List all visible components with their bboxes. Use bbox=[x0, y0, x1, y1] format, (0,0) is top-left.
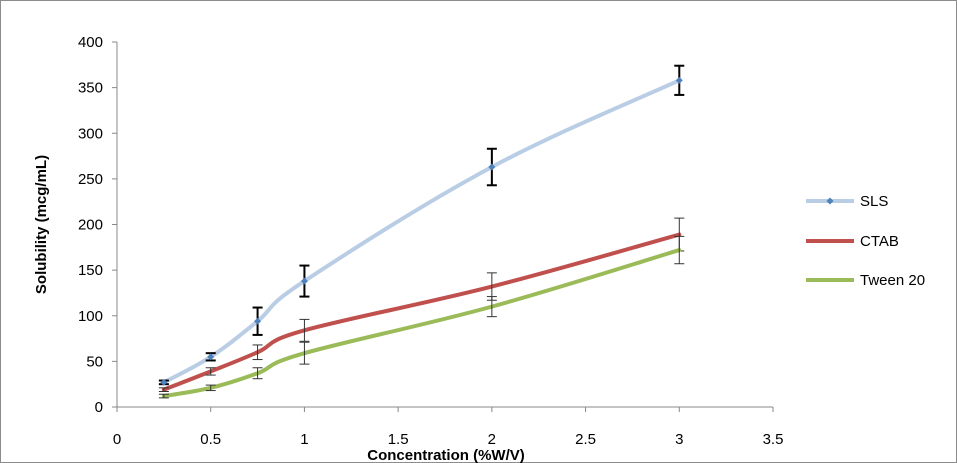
x-axis-ticks: 0 0.5 1 1.5 2 2.5 3 3.5 bbox=[113, 407, 784, 448]
data-point-sls bbox=[300, 277, 308, 285]
y-tick-label: 0 bbox=[95, 399, 103, 416]
y-tick-label: 300 bbox=[78, 125, 103, 142]
legend-item-tween-20: Tween 20 bbox=[806, 272, 925, 289]
y-tick-label: 400 bbox=[78, 34, 103, 51]
data-point-sls bbox=[254, 317, 262, 325]
legend-marker-sls bbox=[826, 197, 834, 205]
x-tick-label: 1.5 bbox=[388, 431, 409, 448]
x-axis-title: Concentration (%W/V) bbox=[367, 447, 525, 463]
error-bar-tween-20 bbox=[158, 393, 169, 399]
x-tick-label: 2 bbox=[488, 431, 496, 448]
legend-label-sls: SLS bbox=[860, 193, 888, 210]
error-bar-tween-20 bbox=[674, 235, 685, 265]
x-tick-label: 3.5 bbox=[763, 431, 784, 448]
y-tick-label: 50 bbox=[86, 353, 103, 370]
y-axis-ticks: 0 50 100 150 200 250 300 350 400 bbox=[78, 34, 117, 416]
x-tick-label: 0 bbox=[113, 431, 121, 448]
x-tick-label: 2.5 bbox=[575, 431, 596, 448]
error-bar-ctab bbox=[252, 344, 263, 361]
y-axis-title: Solubility (mcg/mL) bbox=[33, 155, 50, 294]
data-point-sls bbox=[160, 378, 168, 386]
error-bar-tween-20 bbox=[299, 341, 310, 365]
x-tick-label: 1 bbox=[300, 431, 308, 448]
error-bar-ctab bbox=[299, 318, 310, 342]
series-line-sls bbox=[161, 78, 682, 385]
y-tick-label: 200 bbox=[78, 217, 103, 234]
data-point-sls bbox=[488, 163, 496, 171]
legend-item-ctab: CTAB bbox=[806, 233, 899, 250]
error-bar-tween-20 bbox=[486, 296, 497, 318]
series-line-ctab bbox=[161, 232, 682, 392]
error-bar-ctab bbox=[158, 387, 169, 392]
error-bar-ctab bbox=[205, 367, 216, 376]
plot-area bbox=[158, 64, 685, 399]
x-tick-label: 0.5 bbox=[200, 431, 221, 448]
legend: SLS CTAB Tween 20 bbox=[806, 193, 925, 289]
x-tick-label: 3 bbox=[675, 431, 683, 448]
data-point-sls bbox=[675, 76, 683, 84]
error-bar-tween-20 bbox=[205, 384, 216, 392]
series-line-tween-20 bbox=[161, 248, 682, 399]
error-bar-tween-20 bbox=[252, 367, 263, 380]
data-point-sls bbox=[207, 353, 215, 361]
y-tick-label: 100 bbox=[78, 308, 103, 325]
legend-item-sls: SLS bbox=[806, 193, 888, 210]
y-tick-label: 350 bbox=[78, 80, 103, 97]
y-tick-label: 250 bbox=[78, 171, 103, 188]
y-tick-label: 150 bbox=[78, 262, 103, 279]
legend-label-tween-20: Tween 20 bbox=[860, 272, 925, 289]
legend-label-ctab: CTAB bbox=[860, 233, 899, 250]
